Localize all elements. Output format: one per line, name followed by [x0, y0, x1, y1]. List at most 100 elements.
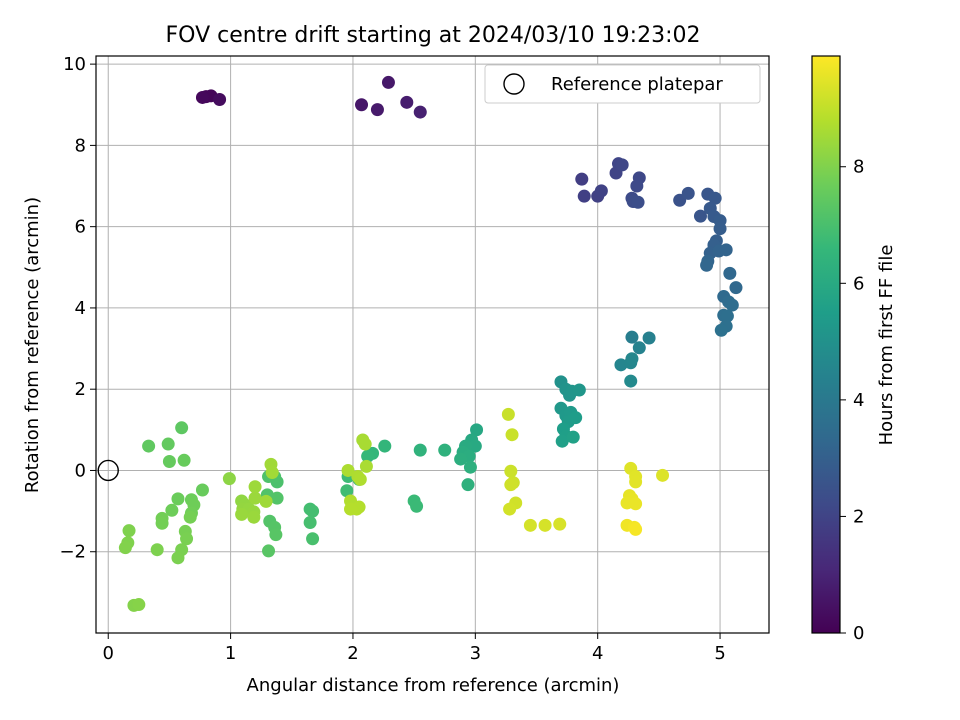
- data-point: [180, 532, 194, 546]
- data-point: [708, 191, 722, 205]
- data-point: [142, 439, 156, 453]
- x-tick-label: 5: [714, 643, 725, 664]
- y-tick-label: 0: [75, 460, 86, 481]
- data-point: [713, 222, 727, 236]
- data-point: [270, 491, 284, 505]
- data-point: [656, 468, 670, 482]
- colorbar-fill: [812, 56, 840, 633]
- data-point: [303, 515, 317, 529]
- data-point: [714, 323, 728, 337]
- x-axis-ticks: 0 1 2 3 4 5: [103, 633, 726, 664]
- data-point: [594, 184, 608, 198]
- data-point: [413, 443, 427, 457]
- grid: [96, 56, 769, 633]
- data-point: [175, 421, 189, 435]
- data-point: [195, 90, 209, 104]
- data-point: [340, 484, 354, 498]
- data-point: [523, 518, 537, 532]
- data-point: [503, 502, 517, 516]
- data-point: [538, 518, 552, 532]
- data-point: [700, 258, 714, 272]
- y-tick-label: 10: [63, 54, 86, 75]
- x-axis-label: Angular distance from reference (arcmin): [247, 675, 620, 696]
- data-point: [248, 491, 262, 505]
- data-point: [413, 105, 427, 119]
- data-point: [463, 460, 477, 474]
- y-tick-label: 8: [75, 135, 86, 156]
- y-tick-label: 6: [75, 217, 86, 238]
- plot-frame: [95, 55, 770, 634]
- data-point: [161, 437, 175, 451]
- data-point: [370, 103, 384, 117]
- data-point: [468, 439, 482, 453]
- data-point: [566, 430, 580, 444]
- colorbar-label: Hours from first FF file: [876, 245, 897, 446]
- data-point: [222, 472, 236, 486]
- data-point: [381, 75, 395, 89]
- data-point: [262, 544, 276, 558]
- data-point: [165, 503, 179, 517]
- data-point: [306, 504, 320, 518]
- data-point: [461, 478, 475, 492]
- data-point: [577, 189, 591, 203]
- reference-marker: [97, 459, 119, 482]
- data-point: [269, 528, 283, 542]
- x-tick-label: 3: [470, 643, 481, 664]
- data-point: [150, 543, 164, 557]
- colorbar-tick-label: 4: [853, 390, 864, 411]
- colorbar-tick-label: 0: [853, 623, 864, 644]
- data-point: [572, 383, 586, 397]
- data-point: [629, 522, 643, 536]
- data-point: [118, 541, 132, 555]
- data-point: [353, 472, 367, 486]
- data-point: [177, 453, 191, 467]
- colorbar-tick-label: 2: [853, 506, 864, 527]
- data-point: [615, 158, 629, 172]
- data-point: [625, 352, 639, 366]
- data-point: [248, 480, 262, 494]
- y-tick-label: 2: [75, 379, 86, 400]
- data-point: [504, 464, 518, 478]
- legend: Reference platepar: [484, 64, 761, 104]
- data-point: [632, 341, 646, 355]
- data-point: [693, 209, 707, 223]
- data-point: [555, 434, 569, 448]
- data-point: [195, 483, 209, 497]
- data-point: [358, 437, 372, 451]
- data-point: [504, 478, 518, 492]
- colorbar-frame: [811, 55, 841, 634]
- data-point: [162, 455, 176, 469]
- data-point: [171, 551, 185, 565]
- data-point: [410, 499, 424, 513]
- data-point: [213, 92, 227, 106]
- x-tick-label: 0: [103, 643, 114, 664]
- data-point: [501, 407, 515, 421]
- data-point: [729, 281, 743, 295]
- data-point: [614, 358, 628, 372]
- data-point: [306, 532, 320, 546]
- data-point: [355, 98, 369, 112]
- legend-label: Reference platepar: [551, 74, 723, 95]
- data-point: [624, 374, 638, 388]
- colorbar: 0 2 4 6 8 Hours from first FF file: [811, 55, 897, 644]
- data-point: [723, 266, 737, 280]
- y-axis-label: Rotation from reference (arcmin): [22, 197, 43, 493]
- x-tick-label: 2: [347, 643, 358, 664]
- data-point: [470, 423, 484, 437]
- data-point: [454, 452, 468, 466]
- reference-point: [97, 459, 119, 482]
- data-point: [344, 502, 358, 516]
- data-point: [235, 507, 249, 521]
- data-point: [247, 510, 261, 524]
- data-point: [575, 172, 589, 186]
- data-point: [400, 95, 414, 109]
- chart-title: FOV centre drift starting at 2024/03/10 …: [166, 23, 701, 48]
- x-tick-label: 4: [592, 643, 603, 664]
- legend-marker: [503, 73, 525, 95]
- data-point: [341, 463, 355, 477]
- data-point: [720, 309, 734, 323]
- data-point: [629, 475, 643, 489]
- colorbar-ticks: 0 2 4 6 8: [840, 157, 864, 644]
- colorbar-tick-label: 8: [853, 157, 864, 178]
